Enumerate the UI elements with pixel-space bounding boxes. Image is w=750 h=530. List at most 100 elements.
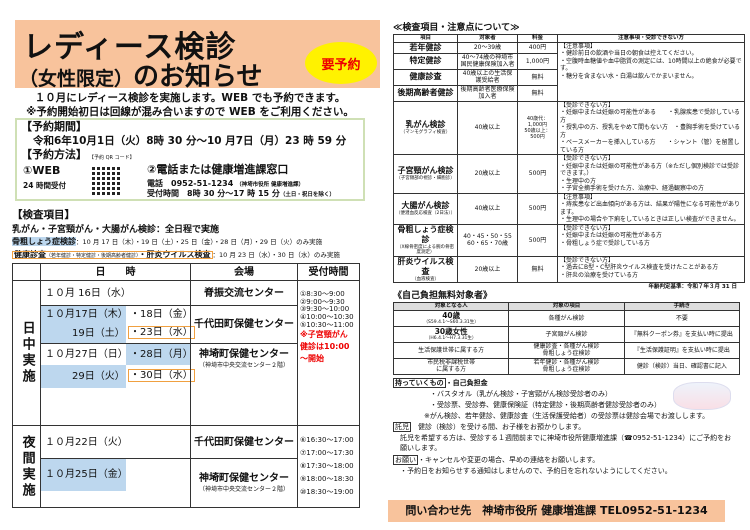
request-item: ・予約日をお知らせする通知はしませんので、予約日を忘れないようにしてください。 (400, 466, 672, 475)
item-target: 20歳以上 (457, 154, 518, 194)
free-procedure: 健診（検診）当日、確認書に記入 (623, 357, 741, 375)
corner (12, 263, 41, 281)
item-notes: 【注意事項】 ・痔疾患など出血傾向がある方は、結果が陽性になる可能性があります。・… (557, 192, 745, 225)
health-check-highlight: 健康診査 (14, 250, 46, 259)
bring-note: ※がん検診、若年健診、健康診査（生活保護受給者）の受診票は健診会場でお渡しします… (424, 411, 710, 420)
item-row: 若年健診 20～39歳 400円 【注意事項】 ・健診前日の飲酒や当日の朝食は控えて… (393, 41, 745, 102)
items-title: ≪検査項目・注意点について≫ (393, 23, 520, 33)
night-times: ⑥16:30～17:00 ⑦17:00～17:30 ⑧17:30～18:00 ⑨18:… (297, 425, 360, 508)
free-procedure: 不要 (623, 309, 741, 327)
free-table: 対象となる人 対象の項目 手続き 40歳 （S59.4.1～S60.3.31生） 各種… (392, 302, 741, 375)
item-row: 骨粗しょう症検診 （X線骨密度による腕の骨密度測定） 40・45・50・55 60… (393, 223, 745, 257)
item-sub: （子宮頸部の視診・細胞診） (396, 176, 455, 182)
date-cell: １０月25日（金） (45, 469, 128, 480)
item-fee: 無料 (517, 84, 558, 102)
item-fee: 40歳代：1,000円 50歳以上：500円 (517, 100, 558, 156)
date-cell: ・23日（水） (128, 326, 195, 339)
note-line: ・空腹時血糖値や血中脂質の測定には、10時間以上の絶食が必要です。 (560, 57, 742, 73)
item-target: 40歳以上 (457, 192, 518, 225)
date-row: １０月22日（火） (40, 425, 191, 459)
childcare-label: 託児 (393, 421, 411, 432)
item-title: 子宮頸がん検診 (397, 166, 454, 176)
item-row: 子宮頸がん検診 （子宮頸部の視診・細胞診） 20歳以上 500円 【受診できない方】… (393, 154, 745, 194)
item-row: 後期高齢者健診 後期高齢者医療保険加入者 無料 (393, 84, 745, 102)
venue-note: （神埼市中央交流センター２階） (198, 485, 289, 493)
note-line: ・妊娠中または妊娠の可能性がある方 (560, 232, 663, 240)
day-times: ①8:30～9:00 ②9:00～9:30 ③9:30～10:00 ④10:00～10… (297, 280, 360, 426)
web-link[interactable]: ①WEB (23, 164, 61, 177)
exam-line1: 乳がん・子宮頸がん・大腸がん検診：全日程で実施 (12, 225, 220, 235)
date-highlight (41, 306, 126, 343)
bring-item: ・受診票、受診券、健康保険証（特定健診・後期高齢者健診受診者のみ） (430, 400, 661, 409)
col-item: 対象の項目 (508, 302, 625, 311)
bone-exam-highlight: 骨粗しょう症検診 (12, 237, 76, 246)
item-name: 肝炎ウイルス検査 （血液検査） (393, 255, 458, 284)
right-column: ≪検査項目・注意点について≫ 項目 対象者 料金 注意事項・受診できない方 若年健診 … (388, 22, 745, 530)
intro-line-1: １０月にレディース検診を実施します。WEB でも予約できます。 (34, 92, 346, 104)
bring-section: 持っていくもの ・自己負担金 ・バスタオル（乳がん検診・子宮頸がん検診受診者のみ）… (393, 377, 745, 422)
item-target: 40歳以上の生活保護受給者 (457, 68, 518, 86)
date-cell: １０月27日（日） (45, 349, 128, 360)
item-target: 40・45・50・55 60・65・70歳 (457, 223, 518, 257)
item-fee: 無料 (517, 68, 558, 86)
venue-name: 神埼町保健センター (199, 349, 289, 360)
date-cell: ・30日（水） (128, 369, 195, 382)
item-target: 20歳以上 (457, 255, 518, 284)
title-banner: レディース検診 （女性限定）のお知らせ 要予約 (15, 20, 380, 92)
note-line: ・妊娠中または妊娠の可能性がある ・乳腺疾患で受診している方 (560, 109, 740, 124)
free-item: 各種がん検診 (508, 309, 625, 327)
title-main: のお知らせ (133, 62, 263, 92)
reservation-box: 【予約期間】 令和6年10月1日（火）8時 30 分～10 月7日（月）23 時… (15, 118, 365, 201)
item-name: 特定健診 (393, 52, 458, 70)
phone-note: （神埼市役所 健康増進課） (236, 182, 305, 188)
time-slot: ⑨18:00～18:30 (300, 475, 354, 483)
note-line: ・糖分を含まない水・白湯は飲んでかまいません。 (560, 72, 698, 80)
col-fee: 料金 (517, 34, 558, 43)
item-title: 健康診査 (409, 72, 442, 82)
who: 40歳 (442, 310, 461, 320)
note-line: ・健診前日の飲酒や当日の朝食は控えてください。 (560, 50, 698, 58)
note-line: ・生理中の方 (560, 177, 597, 185)
col-procedure: 手続き (623, 302, 741, 311)
schedule-table: 日 時 会場 受付時間 日中実施 １０月 16日（水） 脊振交流センター １０月… (12, 263, 360, 508)
note-line: ・肝炎の治療を受けている方 (560, 271, 639, 279)
period-label: 【予約期間】 (21, 120, 87, 133)
col-datetime: 日 時 (40, 263, 191, 281)
item-title: 骨粗しょう症検診 (397, 224, 454, 244)
cervical-note: ※子宮頸がん健診は10:00～開始 (300, 330, 350, 364)
item-fee: 無料 (517, 255, 558, 284)
bring-item: ・バスタオル（乳がん検診・子宮頸がん検診受診者のみ） (430, 389, 612, 398)
item-sub: （血液検査） (412, 276, 439, 282)
health-notes: 【注意事項】 ・健診前日の飲酒や当日の朝食は控えてください。 ・空腹時血糖値や血中脂… (557, 41, 745, 102)
item-title: 若年健診 (409, 42, 442, 52)
request-line: お願い ・キャンセルや変更の場合、早めの連絡をお願いします。 (393, 454, 745, 466)
title-line2: （女性限定）のお知らせ (19, 56, 263, 93)
time-slot: ①8:30～9:00 (300, 290, 345, 298)
free-row: 40歳 （S59.4.1～S60.3.31生） 各種がん検診 不要 (392, 309, 741, 327)
item-name: 乳がん検診 （マンモグラフィ検査） (393, 100, 458, 156)
phone-number[interactable]: 電話 0952-51-1234 (147, 179, 234, 188)
date-cell: 19日（土） (72, 328, 125, 339)
item-name: 若年健診 (393, 41, 458, 54)
note-line: 【受診できない方】 (560, 155, 615, 163)
date-cell: ・28日（月） (130, 349, 193, 360)
who-sub: （H6.4.1～H7.3.31生） (425, 336, 477, 342)
item-title: 特定健診 (409, 56, 442, 66)
free-who: 30歳女性 （H6.4.1～H7.3.31生） (392, 325, 510, 343)
item-notes: 【受診できない方】 ・妊娠中または妊娠の可能性がある ・乳腺疾患で受診している方・… (557, 100, 745, 156)
note-line: ・授乳中の方、授乳をやめて間もない方 ・豊胸手術を受けている方 (560, 124, 741, 139)
hours-note: （土日・祝日を除く） (279, 192, 335, 198)
item-row: 乳がん検診 （マンモグラフィ検査） 40歳以上 40歳代：1,000円 50歳以上… (393, 100, 745, 156)
qr-code-icon[interactable] (92, 165, 122, 195)
title-line1: レディース検診 (23, 30, 237, 65)
time-slot: ⑤10:30～11:00 (300, 320, 354, 329)
childcare-line: 託児 健診（検診）を受ける間、お子様をお預かりします。 (393, 421, 745, 433)
night-label: 夜間実施 (12, 425, 41, 508)
free-item: 健康診査・各種がん検診 骨粗しょう症検診 (508, 341, 625, 359)
col-who: 対象となる人 (392, 302, 510, 311)
item-target: 20～39歳 (457, 41, 518, 54)
who-sub: （S59.4.1～S60.3.31生） (423, 320, 479, 326)
item-row: 健康診査 40歳以上の生活保護受給者 無料 (393, 68, 745, 86)
col-notes: 注意事項・受診できない方 (557, 34, 745, 43)
free-row: 30歳女性 （H6.4.1～H7.3.31生） 子宮頸がん検診 『無料クーポン券』… (392, 325, 741, 343)
